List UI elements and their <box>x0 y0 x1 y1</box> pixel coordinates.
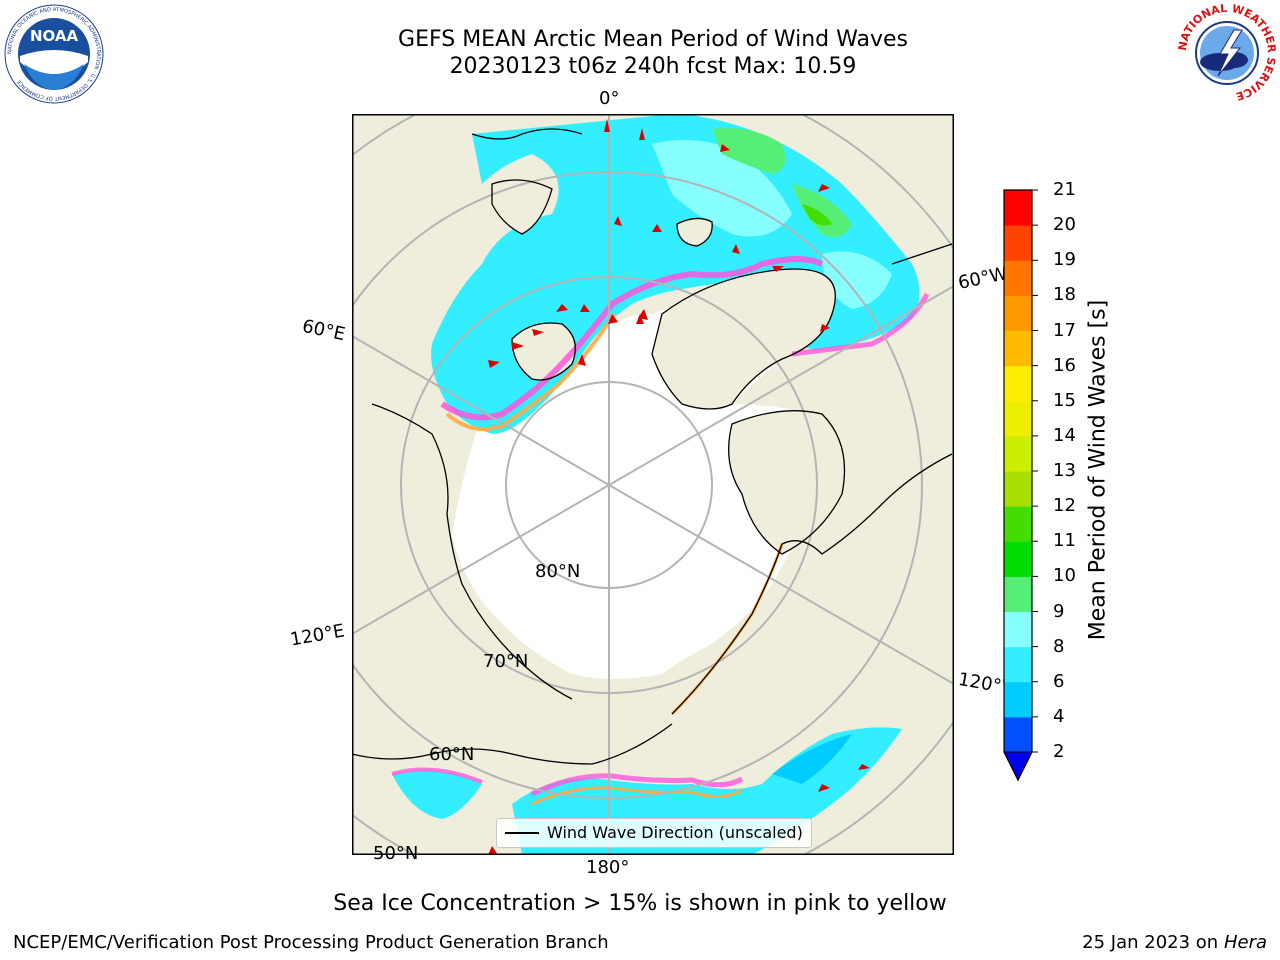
colorbar-tick-label: 12 <box>1053 495 1076 517</box>
footer-date-text: 25 Jan 2023 on <box>1082 932 1224 953</box>
colorbar-segment <box>1004 260 1032 296</box>
graticule <box>352 114 954 855</box>
legend-label: Wind Wave Direction (unscaled) <box>547 823 803 842</box>
colorbar-segment <box>1004 611 1032 648</box>
colorbar-tick-label: 15 <box>1053 389 1076 411</box>
iceland <box>677 218 713 246</box>
colorbar-segment <box>1004 400 1032 437</box>
label-lon-60e: 60°E <box>300 315 347 346</box>
noaa-logo: NOAA NATIONAL OCEANIC AND ATMOSPHERIC AD… <box>4 4 104 104</box>
noaa-logo-text: NOAA <box>30 27 79 45</box>
wave-patch-green <box>712 128 786 174</box>
footer-date: 25 Jan 2023 on Hera <box>1082 932 1267 953</box>
plot-title: GEFS MEAN Arctic Mean Period of Wind Wav… <box>398 27 908 52</box>
map-frame <box>352 114 954 855</box>
colorbar <box>1000 186 1060 786</box>
colorbar-segment <box>1004 295 1032 331</box>
footer-machine: Hera <box>1223 932 1267 953</box>
colorbar-segment <box>1004 190 1032 226</box>
greenland <box>652 269 836 409</box>
colorbar-tick-label: 19 <box>1053 249 1076 271</box>
canadian-archipelago <box>728 410 845 554</box>
colorbar-tick-label: 4 <box>1053 705 1065 727</box>
colorbar-tick-label: 11 <box>1053 530 1076 552</box>
ice-edge-band <box>440 256 824 421</box>
colorbar-tick-label: 16 <box>1053 354 1076 376</box>
colorbar-label: Mean Period of Wind Waves [s] <box>1085 299 1111 641</box>
colorbar-segment <box>1004 365 1032 402</box>
label-lon-180: 180° <box>586 857 630 878</box>
colorbar-segment <box>1004 225 1032 261</box>
colorbar-segment <box>1004 435 1032 472</box>
legend-line-swatch <box>505 832 539 834</box>
colorbar-tick-label: 10 <box>1053 565 1076 587</box>
colorbar-segment <box>1004 330 1032 367</box>
label-lat-70: 70°N <box>483 651 529 672</box>
coastlines <box>352 128 953 765</box>
colorbar-svg <box>1003 189 1038 782</box>
sea-ice-caption: Sea Ice Concentration > 15% is shown in … <box>333 891 947 916</box>
colorbar-segment <box>1004 471 1032 507</box>
colorbar-tick-label: 13 <box>1053 460 1076 481</box>
colorbar-tick-label: 20 <box>1053 214 1076 236</box>
colorbar-tick-label: 17 <box>1053 319 1076 341</box>
colorbar-tick-label: 9 <box>1053 600 1065 622</box>
label-lat-50: 50°N <box>373 843 419 864</box>
colorbar-tick-label: 18 <box>1053 284 1076 306</box>
map-canvas <box>352 114 954 855</box>
colorbar-tick-label: 21 <box>1053 179 1076 200</box>
map-legend: Wind Wave Direction (unscaled) <box>496 818 812 848</box>
colorbar-segment <box>1004 681 1032 718</box>
plot-subtitle: 20230123 t06z 240h fcst Max: 10.59 <box>449 54 857 79</box>
label-lon-120e: 120°E <box>288 620 347 651</box>
colorbar-segment <box>1004 506 1032 542</box>
arctic-map <box>352 114 954 855</box>
colorbar-outline <box>1003 189 1033 782</box>
colorbar-tick-label: 14 <box>1053 424 1076 446</box>
colorbar-tick-label: 8 <box>1053 635 1065 657</box>
wind-wave-arrows <box>488 119 870 855</box>
label-lat-60: 60°N <box>429 744 475 765</box>
footer-branch: NCEP/EMC/Verification Post Processing Pr… <box>13 932 609 953</box>
wave-patch <box>652 140 792 237</box>
colorbar-tick-label: 6 <box>1053 670 1065 692</box>
label-lat-80: 80°N <box>535 561 581 582</box>
colorbar-segment <box>1004 646 1032 683</box>
label-lon-0: 0° <box>599 88 620 109</box>
colorbar-segment <box>1004 541 1032 577</box>
colorbar-segment <box>1004 716 1032 753</box>
colorbar-tick-label: 2 <box>1053 741 1065 762</box>
colorbar-extend-min <box>1003 751 1033 782</box>
colorbar-segment <box>1004 576 1032 612</box>
nws-logo: NATIONAL WEATHER SERVICE <box>1176 2 1278 104</box>
